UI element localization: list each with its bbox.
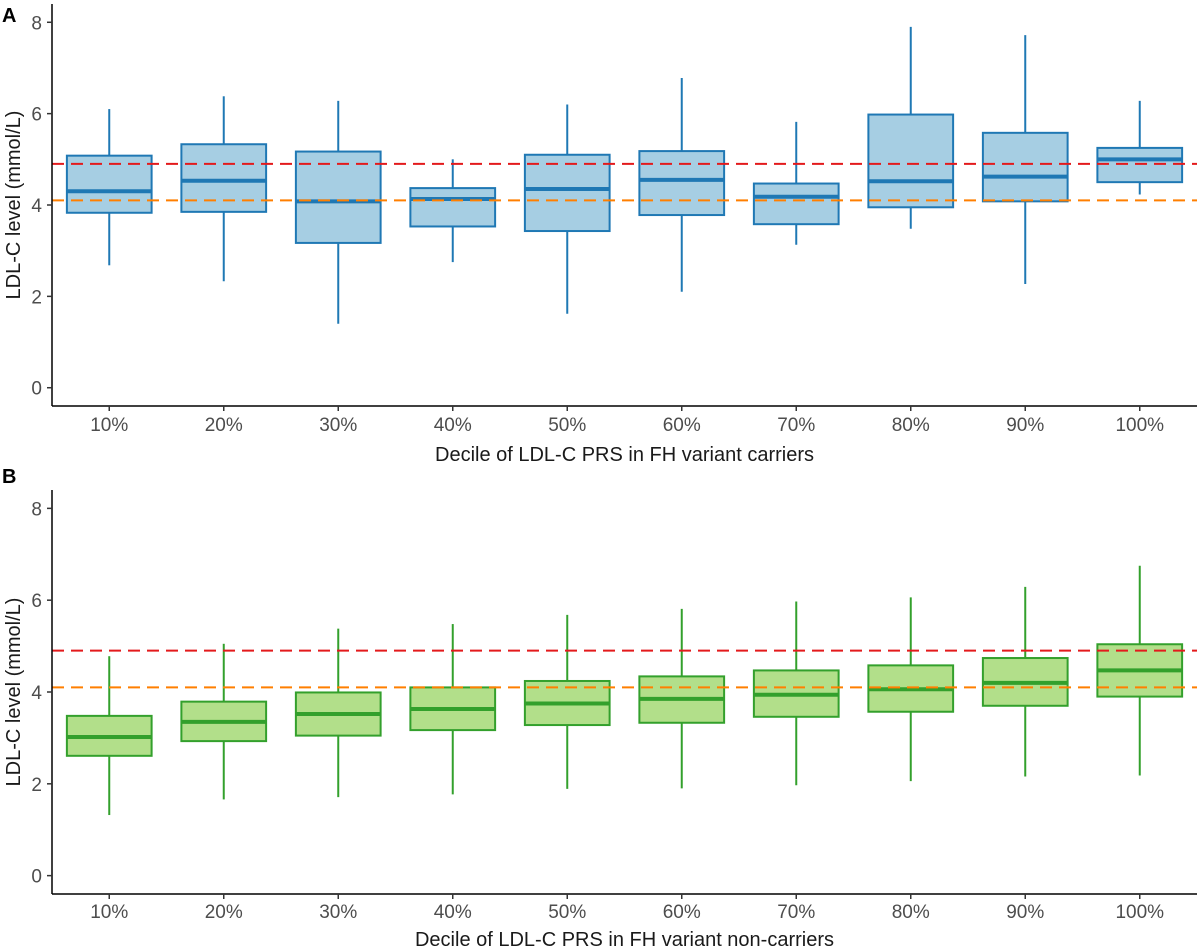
x-tick-label: 50%	[548, 902, 586, 923]
x-tick-label: 40%	[434, 902, 472, 923]
y-tick-label: 6	[31, 591, 42, 612]
box-iqr	[409, 187, 497, 228]
x-tick-label: 40%	[434, 415, 472, 436]
y-tick-label: 0	[31, 379, 42, 400]
x-tick-label: 70%	[777, 415, 815, 436]
x-tick-label: 10%	[90, 902, 128, 923]
box-iqr	[638, 150, 726, 217]
box-b-1	[65, 656, 153, 816]
x-tick-label: 80%	[892, 902, 930, 923]
y-tick-label: 8	[31, 13, 42, 34]
box-a-9	[981, 35, 1069, 285]
x-tick-label: 10%	[90, 415, 128, 436]
y-tick-label: 2	[31, 287, 42, 308]
panel-a: A 0 2 4 6 8 10% 20% 30% 40% 50% 60% 70% 80% 90% 100% Dec…	[2, 4, 1197, 466]
box-a-2	[180, 96, 268, 282]
box-a-3	[294, 100, 382, 324]
box-b-6	[638, 608, 726, 789]
box-b-2	[180, 643, 268, 800]
box-b-8	[867, 597, 955, 782]
y-tick-label: 2	[31, 775, 42, 796]
box-iqr	[523, 153, 611, 233]
y-tick-label: 4	[31, 683, 42, 704]
x-tick-label: 20%	[205, 415, 243, 436]
y-tick-label: 8	[31, 499, 42, 520]
box-a-10	[1096, 100, 1184, 195]
x-tick-label: 20%	[205, 902, 243, 923]
x-axis-title: Decile of LDL-C PRS in FH variant non-ca…	[415, 929, 834, 950]
box-iqr	[752, 182, 840, 226]
box-iqr	[867, 113, 955, 209]
box-b-10	[1096, 565, 1184, 776]
box-iqr	[294, 150, 382, 244]
y-axis-title: LDL-C level (mmol/L)	[3, 111, 25, 300]
x-tick-label: 90%	[1006, 415, 1044, 436]
box-b-9	[981, 586, 1069, 777]
x-tick-label: 100%	[1115, 415, 1164, 436]
panel-label-a: A	[2, 5, 16, 27]
x-tick-label: 90%	[1006, 902, 1044, 923]
box-a-1	[65, 109, 153, 266]
y-axis-title: LDL-C level (mmol/L)	[3, 598, 25, 787]
box-iqr	[981, 131, 1069, 203]
y-tick-label: 0	[31, 867, 42, 888]
x-tick-label: 60%	[663, 415, 701, 436]
box-a-4	[409, 159, 497, 263]
box-iqr	[1096, 146, 1184, 184]
box-a-5	[523, 104, 611, 314]
panel-label-b: B	[2, 466, 16, 488]
box-b-3	[294, 628, 382, 798]
box-iqr	[65, 154, 153, 214]
x-tick-label: 70%	[777, 902, 815, 923]
y-tick-label: 4	[31, 196, 42, 217]
x-axis-title: Decile of LDL-C PRS in FH variant carrie…	[435, 444, 814, 466]
box-b-4	[409, 624, 497, 795]
box-a-6	[638, 78, 726, 292]
x-tick-label: 60%	[663, 902, 701, 923]
box-a-7	[752, 121, 840, 245]
box-iqr	[180, 143, 268, 213]
panel-b: B 0 2 4 6 8 10% 20% 30% 40% 50% 60% 70% 80% 90% 100% Dec…	[2, 466, 1197, 950]
y-tick-label: 6	[31, 105, 42, 126]
x-tick-label: 100%	[1115, 902, 1164, 923]
box-b-7	[752, 601, 840, 786]
x-tick-label: 80%	[892, 415, 930, 436]
box-a-8	[867, 26, 955, 229]
x-tick-label: 30%	[319, 415, 357, 436]
x-tick-label: 50%	[548, 415, 586, 436]
box-b-5	[523, 614, 611, 789]
x-tick-label: 30%	[319, 902, 357, 923]
